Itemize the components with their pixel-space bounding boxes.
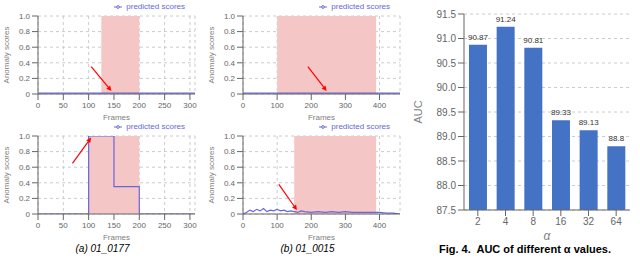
html-text:predicted scores: predicted scores (126, 122, 185, 131)
svg-text:200: 200 (133, 221, 147, 230)
svg-text:1.0: 1.0 (19, 132, 31, 141)
svg-text:89.33: 89.33 (551, 108, 572, 117)
svg-text:200: 200 (305, 101, 319, 110)
svg-text:4: 4 (503, 216, 509, 227)
svg-text:1.0: 1.0 (19, 12, 31, 21)
svg-text:300: 300 (183, 221, 197, 230)
svg-text:200: 200 (305, 221, 319, 230)
svg-text:8: 8 (530, 216, 536, 227)
svg-text:32: 32 (583, 216, 595, 227)
svg-text:0: 0 (26, 90, 31, 99)
svg-text:0.2: 0.2 (224, 194, 236, 203)
svg-text:300: 300 (339, 101, 353, 110)
svg-text:Anomaly scores: Anomaly scores (207, 147, 216, 204)
svg-text:90.5: 90.5 (437, 58, 457, 69)
svg-text:0.8: 0.8 (19, 147, 31, 156)
svg-text:16: 16 (555, 216, 567, 227)
svg-text:0: 0 (241, 101, 246, 110)
svg-text:1.0: 1.0 (224, 12, 236, 21)
html-text:(b) 01_0015: (b) 01_0015 (280, 243, 335, 254)
svg-text:Frames: Frames (103, 113, 130, 120)
html-text:Fig. 4. AUC of different α val: Fig. 4. AUC of different α values. (439, 243, 611, 255)
svg-text:0.6: 0.6 (19, 43, 31, 52)
svg-text:90.0: 90.0 (437, 82, 457, 93)
svg-text:0.6: 0.6 (224, 43, 236, 52)
html-text:predicted scores: predicted scores (331, 122, 390, 131)
svg-text:0: 0 (36, 101, 41, 110)
svg-text:0.2: 0.2 (224, 74, 236, 83)
svg-text:91.24: 91.24 (496, 15, 517, 24)
svg-text:100: 100 (270, 101, 284, 110)
svg-text:0.6: 0.6 (19, 163, 31, 172)
svg-text:AUC: AUC (412, 100, 424, 123)
svg-text:87.5: 87.5 (437, 205, 457, 216)
html-text:predicted scores: predicted scores (331, 2, 390, 11)
svg-text:0.2: 0.2 (19, 74, 31, 83)
svg-text:Frames: Frames (308, 113, 335, 120)
svg-text:0.8: 0.8 (224, 147, 236, 156)
svg-text:0.6: 0.6 (224, 163, 236, 172)
svg-text:100: 100 (82, 101, 96, 110)
svg-text:0.4: 0.4 (224, 59, 236, 68)
svg-text:0: 0 (36, 221, 41, 230)
svg-text:91.0: 91.0 (437, 33, 457, 44)
svg-text:90.81: 90.81 (523, 36, 544, 45)
svg-text:50: 50 (59, 221, 68, 230)
svg-text:89.5: 89.5 (437, 107, 457, 118)
svg-text:64: 64 (611, 216, 623, 227)
svg-text:0.2: 0.2 (19, 194, 31, 203)
svg-text:α: α (544, 229, 552, 240)
svg-text:250: 250 (158, 101, 172, 110)
svg-text:50: 50 (59, 101, 68, 110)
svg-text:0: 0 (241, 221, 246, 230)
svg-text:0.4: 0.4 (224, 179, 236, 188)
svg-text:150: 150 (107, 101, 121, 110)
svg-text:Frames: Frames (103, 233, 130, 240)
svg-text:0.4: 0.4 (19, 59, 31, 68)
svg-text:0.4: 0.4 (19, 179, 31, 188)
svg-text:91.5: 91.5 (437, 9, 457, 20)
svg-text:2: 2 (475, 216, 481, 227)
svg-text:Anomaly scores: Anomaly scores (207, 27, 216, 84)
html-text:(a) 01_0177: (a) 01_0177 (75, 243, 130, 254)
svg-text:Frames: Frames (308, 233, 335, 240)
svg-text:88.8: 88.8 (609, 134, 625, 143)
svg-text:100: 100 (270, 221, 284, 230)
svg-text:0: 0 (231, 210, 236, 219)
svg-text:400: 400 (373, 221, 387, 230)
svg-text:0.8: 0.8 (224, 27, 236, 36)
svg-text:100: 100 (82, 221, 96, 230)
svg-text:0.8: 0.8 (19, 27, 31, 36)
svg-text:400: 400 (373, 101, 387, 110)
svg-text:250: 250 (158, 221, 172, 230)
svg-text:Anomaly scores: Anomaly scores (8, 147, 11, 204)
svg-text:88.5: 88.5 (437, 156, 457, 167)
svg-text:0: 0 (26, 210, 31, 219)
svg-text:300: 300 (183, 101, 197, 110)
svg-text:89.13: 89.13 (579, 118, 600, 127)
svg-text:150: 150 (107, 221, 121, 230)
svg-text:88.0: 88.0 (437, 180, 457, 191)
svg-text:89.0: 89.0 (437, 131, 457, 142)
svg-text:Anomaly scores: Anomaly scores (8, 27, 11, 84)
svg-text:200: 200 (133, 101, 147, 110)
svg-text:300: 300 (339, 221, 353, 230)
html-text:predicted scores: predicted scores (126, 2, 185, 11)
svg-text:1.0: 1.0 (224, 132, 236, 141)
svg-text:0: 0 (231, 90, 236, 99)
svg-text:90.87: 90.87 (468, 33, 489, 42)
